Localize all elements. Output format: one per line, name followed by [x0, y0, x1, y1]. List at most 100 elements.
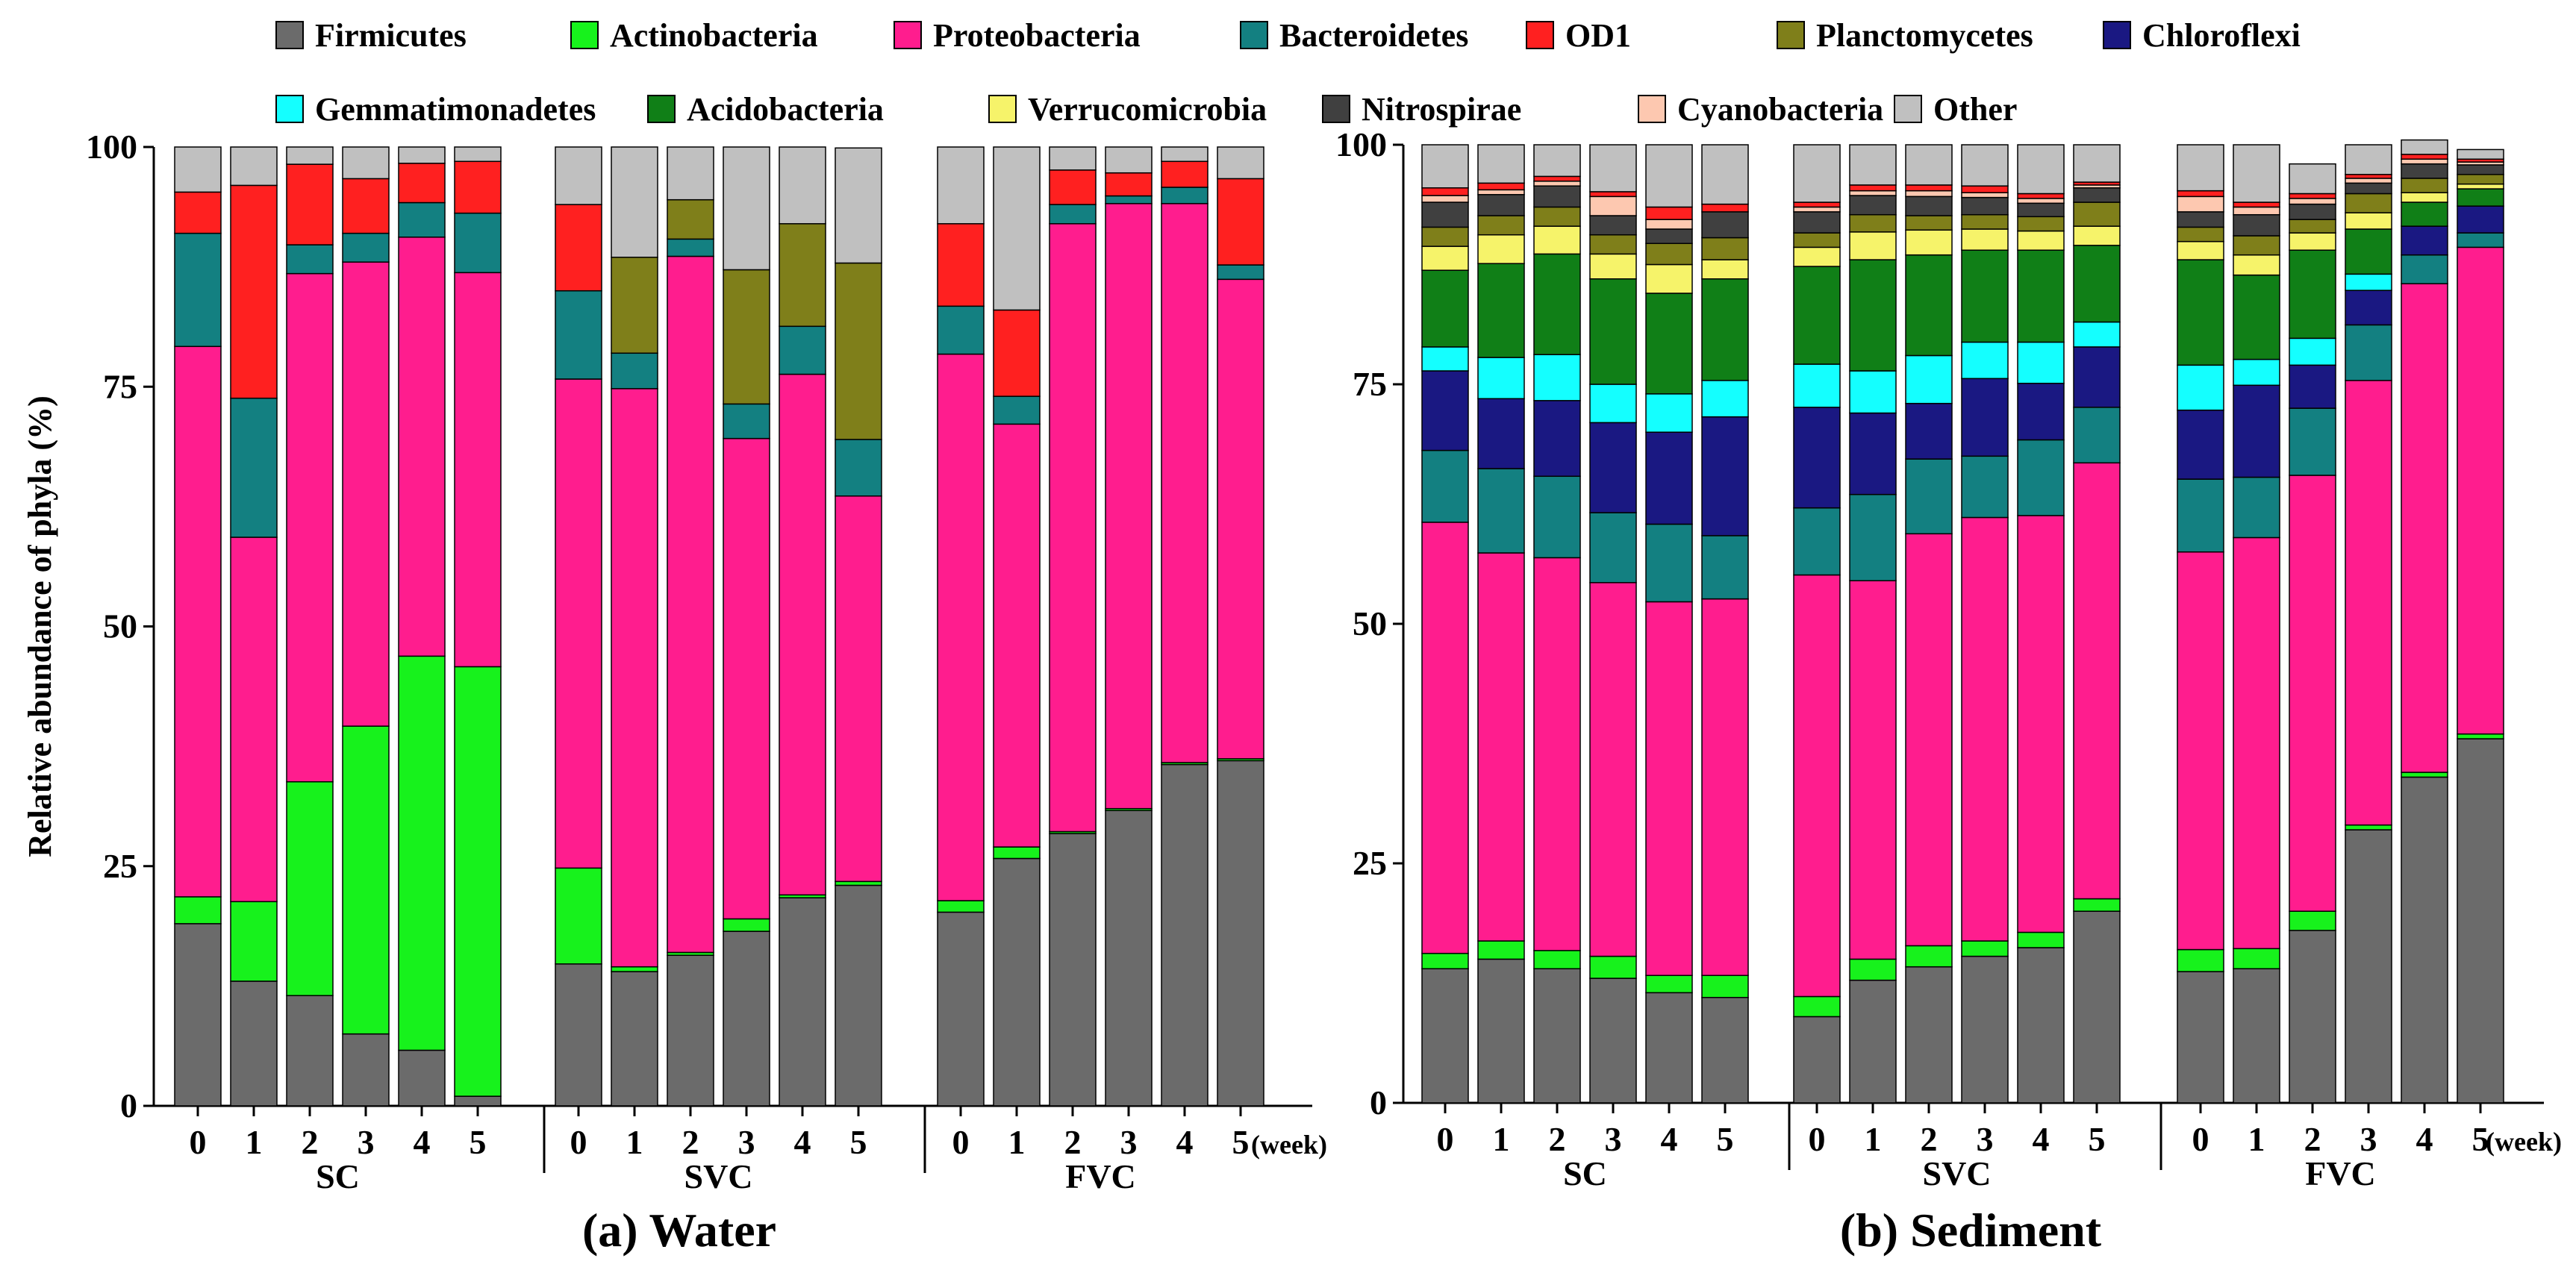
- bar-sc-week0-od1: [174, 191, 222, 234]
- bar-fvc-week5-acidobacteria: [2457, 188, 2504, 207]
- bar-sc-week4-cyanobacteria: [1645, 219, 1693, 230]
- bar-fvc-week2-planctomycetes: [2289, 219, 2336, 234]
- bar-svc-week0-od1: [555, 204, 602, 292]
- bar-svc-week5-nitrospirae: [2073, 187, 2121, 203]
- bar-svc-week4-verrucomicrobia: [2017, 230, 2065, 251]
- bar-sc-week1-actinobacteria: [230, 901, 278, 982]
- bar-svc-week4-planctomycetes: [2017, 216, 2065, 232]
- bar-svc-week0-bacteroidetes: [555, 290, 602, 380]
- bar-svc-week3-actinobacteria: [1961, 940, 2009, 957]
- bar-fvc-week2-chloroflexi: [2289, 364, 2336, 409]
- bar-svc-week5-gemmatimonadetes: [2073, 321, 2121, 348]
- bar-sc-week5-planctomycetes: [1701, 237, 1749, 260]
- bar-sc-week4-other: [1645, 144, 1693, 208]
- bar-svc-week1-firmicutes: [611, 971, 658, 1107]
- bar-sc-week2-proteobacteria: [1533, 557, 1581, 951]
- group-label-sc: SC: [316, 1157, 360, 1195]
- bar-sc-week0-od1: [1421, 187, 1469, 196]
- bar-sc-week5-firmicutes: [1701, 997, 1749, 1104]
- bar-sc-week5-bacteroidetes: [1701, 535, 1749, 600]
- x-tick-label-svc-week5: 5: [2089, 1120, 2106, 1158]
- bar-svc-week5-verrucomicrobia: [2073, 225, 2121, 246]
- bar-fvc-week3-gemmatimonadetes: [2345, 273, 2392, 291]
- bar-fvc-week3-cyanobacteria: [2345, 178, 2392, 184]
- bar-fvc-week1-nitrospirae: [2233, 213, 2280, 237]
- bar-svc-week1-planctomycetes: [611, 257, 658, 354]
- bar-fvc-week4-bacteroidetes: [2401, 254, 2448, 284]
- bar-fvc-week1-actinobacteria: [2233, 948, 2280, 969]
- bar-fvc-week2-other: [2289, 163, 2336, 195]
- legend-swatch-nitrospirae: [1322, 95, 1350, 123]
- legend-swatch-firmicutes: [275, 21, 304, 49]
- bar-sc-week0-firmicutes: [174, 923, 222, 1107]
- bar-sc-week3-acidobacteria: [1589, 278, 1637, 385]
- bar-fvc-week3-bacteroidetes: [2345, 324, 2392, 381]
- bar-sc-week4-planctomycetes: [1645, 243, 1693, 266]
- bar-fvc-week2-od1: [1049, 169, 1097, 205]
- bar-sc-week5-proteobacteria: [454, 272, 502, 668]
- y-tick-label: 100: [1335, 125, 1387, 163]
- bar-svc-week0-firmicutes: [1793, 1016, 1841, 1104]
- bar-fvc-week2-od1: [2289, 193, 2336, 199]
- bar-sc-week3-proteobacteria: [342, 261, 390, 727]
- x-tick-label-svc-week5: 5: [850, 1123, 867, 1161]
- bar-fvc-week3-od1: [1105, 172, 1153, 197]
- bar-sc-week4-verrucomicrobia: [1645, 263, 1693, 294]
- bar-fvc-week0-proteobacteria: [2177, 551, 2224, 951]
- bar-sc-week0-actinobacteria: [1421, 952, 1469, 969]
- bar-sc-week2-chloroflexi: [1533, 400, 1581, 478]
- bar-sc-week0-nitrospirae: [1421, 201, 1469, 228]
- x-tick-label-svc-week1: 1: [626, 1123, 643, 1161]
- legend-swatch-proteobacteria: [894, 21, 922, 49]
- bar-sc-week2-acidobacteria: [1533, 253, 1581, 355]
- bar-fvc-week3-nitrospirae: [2345, 182, 2392, 195]
- bar-fvc-week5-od1: [1217, 178, 1264, 266]
- x-tick-label-fvc-week5: 5: [2472, 1120, 2489, 1158]
- bar-sc-week1-other: [230, 146, 278, 187]
- bar-fvc-week2-firmicutes: [2289, 930, 2336, 1104]
- bar-svc-week3-firmicutes: [723, 930, 770, 1107]
- bar-fvc-week1-verrucomicrobia: [2233, 254, 2280, 276]
- bar-svc-week4-bacteroidetes: [2017, 439, 2065, 516]
- bar-svc-week4-acidobacteria: [2017, 249, 2065, 343]
- bar-svc-week3-firmicutes: [1961, 955, 2009, 1104]
- bar-svc-week4-actinobacteria: [2017, 931, 2065, 948]
- bar-sc-week5-firmicutes: [454, 1095, 502, 1107]
- bar-fvc-week1-firmicutes: [993, 857, 1041, 1107]
- bar-sc-week1-nitrospirae: [1477, 194, 1525, 216]
- legend-swatch-cyanobacteria: [1638, 95, 1666, 123]
- legend: Firmicutes Actinobacteria Proteobacteria Ba…: [275, 17, 2301, 128]
- bar-sc-week3-other: [1589, 144, 1637, 193]
- bar-svc-week0-bacteroidetes: [1793, 507, 1841, 576]
- bar-sc-week2-bacteroidetes: [286, 244, 334, 275]
- bar-sc-week5-other: [454, 146, 502, 163]
- x-tick-label-fvc-week0: 0: [2192, 1120, 2209, 1158]
- group-label-sc: SC: [1563, 1154, 1607, 1192]
- bar-fvc-week2-proteobacteria: [1049, 223, 1097, 833]
- bar-sc-week1-planctomycetes: [1477, 215, 1525, 236]
- bar-svc-week5-actinobacteria: [835, 881, 882, 886]
- bar-fvc-week0-od1: [937, 223, 985, 307]
- bar-sc-week0-other: [1421, 144, 1469, 189]
- legend-swatch-gemmatimonadetes: [275, 95, 304, 123]
- bar-svc-week0-gemmatimonadetes: [1793, 363, 1841, 408]
- bar-fvc-week5-firmicutes: [1217, 760, 1264, 1107]
- bar-sc-week0-chloroflexi: [1421, 370, 1469, 451]
- bar-fvc-week1-od1: [993, 309, 1041, 397]
- bar-svc-week0-proteobacteria: [555, 378, 602, 869]
- x-tick-label-sc-week1: 1: [246, 1123, 263, 1161]
- bar-fvc-week1-bacteroidetes: [2233, 476, 2280, 539]
- bar-fvc-week0-other: [937, 146, 985, 225]
- bar-svc-week2-verrucomicrobia: [1905, 229, 1953, 256]
- bar-sc-week3-proteobacteria: [1589, 582, 1637, 957]
- bar-svc-week1-firmicutes: [1849, 979, 1897, 1104]
- bar-svc-week1-acidobacteria: [1849, 259, 1897, 372]
- bar-fvc-week5-proteobacteria: [2457, 246, 2504, 735]
- bar-svc-week2-acidobacteria: [1905, 254, 1953, 357]
- bar-fvc-week3-planctomycetes: [2345, 193, 2392, 213]
- bar-fvc-week2-bacteroidetes: [2289, 407, 2336, 476]
- bar-svc-week1-actinobacteria: [611, 966, 658, 972]
- x-tick-label-sc-week0: 0: [190, 1123, 207, 1161]
- bar-sc-week2-actinobacteria: [1533, 950, 1581, 969]
